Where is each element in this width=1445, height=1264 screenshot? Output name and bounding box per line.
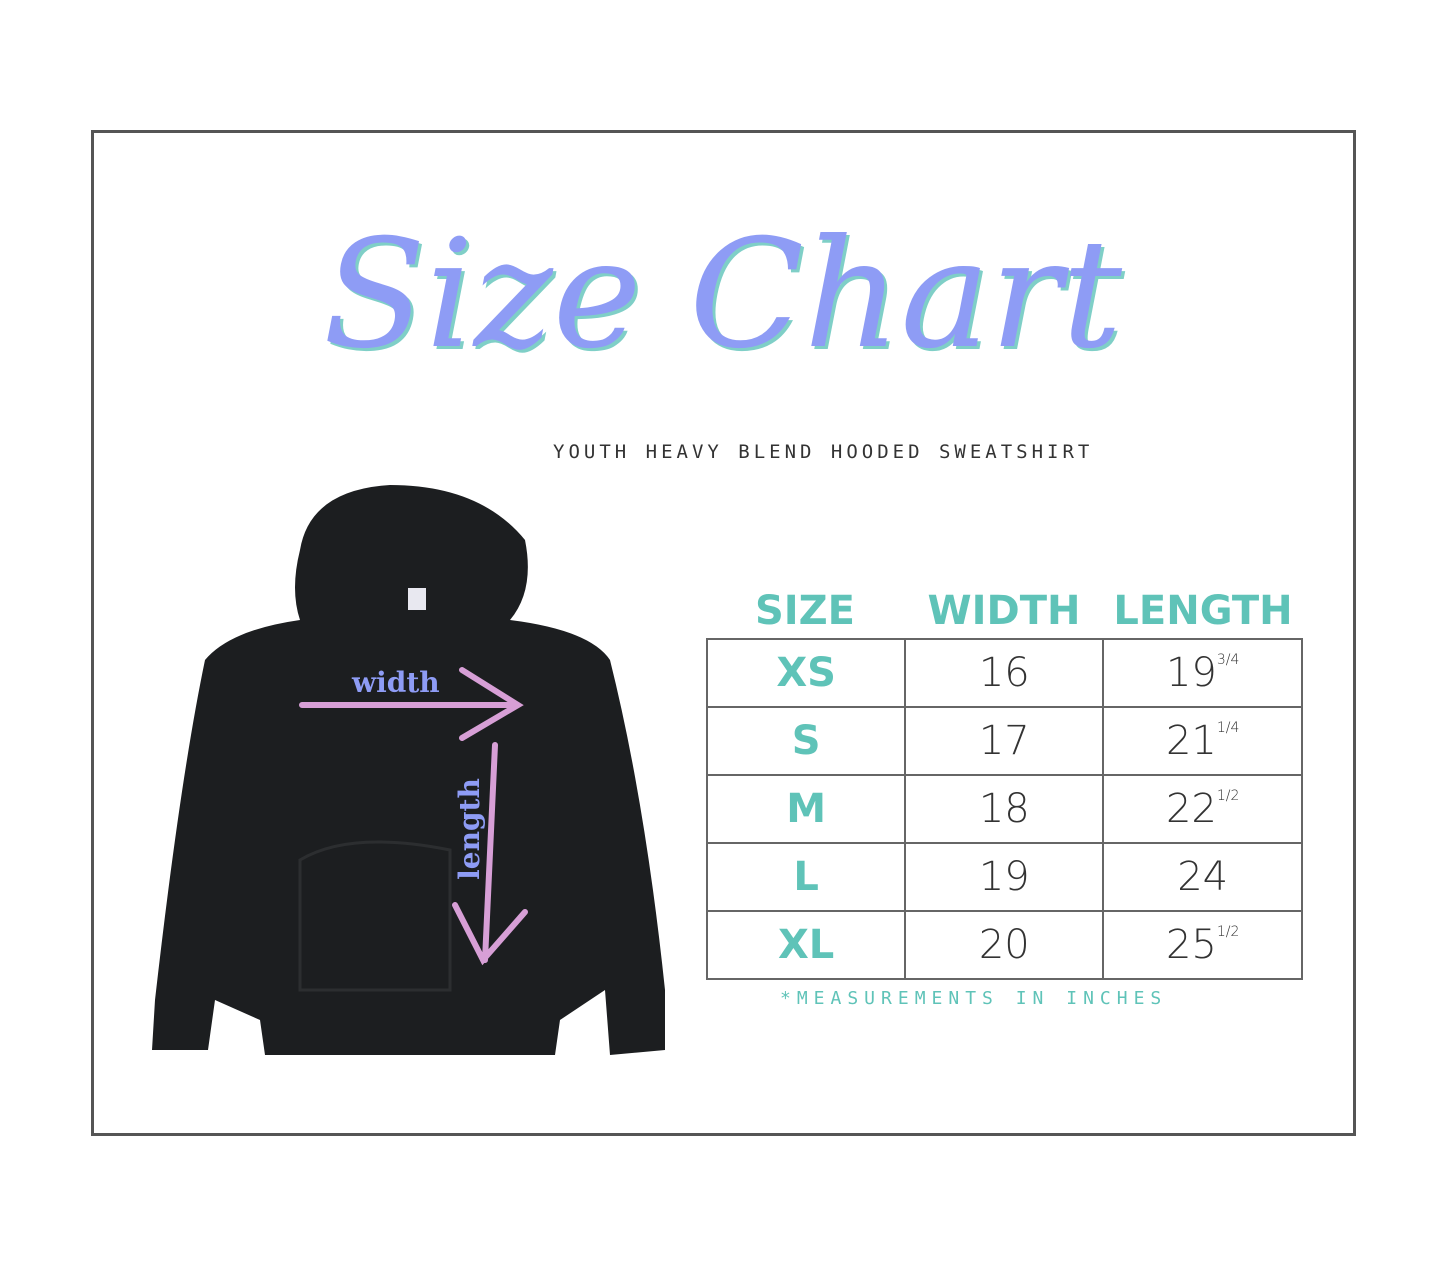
size-cell: M — [705, 774, 907, 844]
length-label: length — [453, 778, 486, 880]
length-fraction: 1/2 — [1216, 924, 1240, 940]
length-cell: 211/4 — [1102, 706, 1303, 776]
header-length: LENGTH — [1113, 588, 1293, 634]
hoodie-pocket — [298, 840, 452, 992]
width-arrow — [299, 667, 524, 741]
size-table: XS 16 193/4 S 17 211/4 M 18 221/2 L 19 24 XL 20 25… — [705, 638, 1303, 980]
length-value: 19 — [1165, 650, 1217, 696]
hoodie-illustration — [152, 485, 665, 1055]
chart-frame — [91, 130, 1356, 1136]
length-fraction: 1/2 — [1216, 788, 1240, 804]
table-row: XS 16 193/4 — [705, 638, 1303, 708]
length-cell: 251/2 — [1102, 910, 1303, 980]
length-value: 24 — [1177, 854, 1229, 900]
length-arrow — [452, 742, 528, 966]
header-size: SIZE — [754, 588, 856, 634]
size-cell: L — [705, 842, 907, 912]
width-cell: 18 — [904, 774, 1105, 844]
width-cell: 16 — [904, 638, 1105, 708]
table-row: XL 20 251/2 — [705, 910, 1303, 980]
header-width: WIDTH — [927, 588, 1081, 634]
length-fraction: 1/4 — [1216, 720, 1240, 736]
page-title: Size Chart — [323, 208, 1122, 382]
length-cell: 24 — [1102, 842, 1303, 912]
length-value: 22 — [1165, 786, 1217, 832]
size-cell: XS — [705, 638, 907, 708]
length-value: 25 — [1165, 922, 1217, 968]
table-row: S 17 211/4 — [705, 706, 1303, 776]
length-cell: 221/2 — [1102, 774, 1303, 844]
width-cell: 20 — [904, 910, 1105, 980]
size-cell: XL — [705, 910, 907, 980]
width-cell: 17 — [904, 706, 1105, 776]
width-cell: 19 — [904, 842, 1105, 912]
subtitle: Youth Heavy Blend Hooded Sweatshirt — [553, 441, 1094, 463]
table-row: L 19 24 — [705, 842, 1303, 912]
hoodie-tag — [408, 588, 426, 610]
size-cell: S — [705, 706, 907, 776]
hoodie-body — [152, 485, 665, 1055]
table-row: M 18 221/2 — [705, 774, 1303, 844]
length-fraction: 3/4 — [1216, 652, 1240, 668]
measurement-note: *Measurements in inches — [780, 988, 1168, 1009]
width-label: width — [352, 666, 440, 699]
length-value: 21 — [1165, 718, 1217, 764]
length-cell: 193/4 — [1102, 638, 1303, 708]
